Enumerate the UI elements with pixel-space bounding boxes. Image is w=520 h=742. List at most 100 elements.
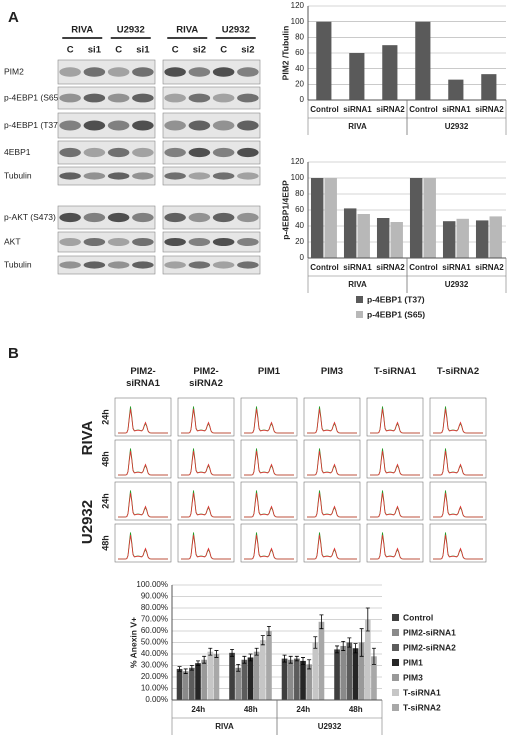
blot-band xyxy=(59,147,81,158)
error-bar xyxy=(196,660,201,666)
legend-label: p-4EBP1 (T37) xyxy=(367,294,425,304)
bar xyxy=(442,221,456,258)
histogram-frame xyxy=(303,439,361,479)
legend-swatch xyxy=(392,644,399,651)
error-bar xyxy=(371,647,376,665)
histogram-frame xyxy=(114,523,172,563)
time-label: 48h xyxy=(100,451,110,467)
y-tick-label: 50.00% xyxy=(141,638,168,647)
blot-band xyxy=(237,120,259,131)
histogram-trace xyxy=(244,534,294,560)
bar xyxy=(382,45,398,100)
panel-label: B xyxy=(8,345,19,362)
x-tick-label: siRNA2 xyxy=(475,263,504,272)
blot-band xyxy=(188,261,211,269)
legend-swatch xyxy=(392,614,399,621)
x-tick-label: Control xyxy=(310,263,338,272)
bar xyxy=(456,218,469,258)
error-bar xyxy=(341,640,346,651)
error-bar xyxy=(313,636,318,649)
blot-band xyxy=(107,120,130,131)
blot-strip xyxy=(162,86,261,110)
bar xyxy=(241,659,248,700)
blot-band xyxy=(237,212,259,223)
bar xyxy=(364,619,371,700)
error-bar xyxy=(214,650,219,658)
lane-label: C xyxy=(220,45,227,56)
histogram-frame xyxy=(240,481,298,521)
time-label: 24h xyxy=(100,493,110,509)
bar xyxy=(300,660,306,700)
time-label: 48h xyxy=(100,535,110,551)
error-bar xyxy=(230,649,235,657)
histogram-frame xyxy=(303,397,361,437)
blot-band xyxy=(107,261,130,269)
error-bar xyxy=(177,666,182,672)
error-bar xyxy=(248,653,253,662)
blot-band xyxy=(59,238,81,246)
lane-label: si2 xyxy=(241,45,254,56)
blot-band xyxy=(212,67,235,77)
blot-band xyxy=(107,67,130,77)
row-label: p-AKT (S473) xyxy=(4,212,56,222)
bar xyxy=(182,671,189,700)
row-label: AKT xyxy=(4,236,21,246)
y-tick-label: 60 xyxy=(295,48,304,57)
bar xyxy=(371,656,377,700)
x-tick-label: siRNA1 xyxy=(343,263,372,272)
histogram-frame xyxy=(240,523,298,563)
flow-column-header: PIM2-siRNA1 xyxy=(126,366,160,389)
bar xyxy=(195,663,201,700)
histogram-trace xyxy=(433,450,483,476)
bar xyxy=(475,220,489,258)
bar xyxy=(287,659,294,700)
histogram-trace xyxy=(118,534,168,560)
lane-label: si1 xyxy=(88,45,102,56)
x-tick-label: 24h xyxy=(296,705,310,714)
blot-band xyxy=(164,93,186,103)
bar xyxy=(310,178,324,258)
blot-band xyxy=(212,93,235,103)
blot-strip xyxy=(57,205,156,230)
histogram-frame xyxy=(366,439,424,479)
histogram-trace xyxy=(181,534,231,560)
flow-column-header: PIM3 xyxy=(320,366,344,377)
histogram-trace xyxy=(181,450,231,476)
x-tick-label: siRNA2 xyxy=(376,105,405,114)
blot-band xyxy=(237,238,259,246)
blot-band xyxy=(188,212,211,223)
error-bar xyxy=(307,659,312,670)
histogram-trace xyxy=(370,450,420,476)
x-tick-label: siRNA1 xyxy=(442,105,471,114)
blot-band xyxy=(212,212,235,223)
blot-strip xyxy=(162,166,261,186)
blot-band xyxy=(83,261,106,269)
y-axis-label: % Anexin V+ xyxy=(128,617,138,668)
y-tick-label: 100 xyxy=(291,17,305,26)
blot-band xyxy=(237,67,259,77)
bar xyxy=(324,178,337,258)
legend-swatch xyxy=(392,704,399,711)
y-axis-label: PIM2 /Tubulin xyxy=(280,26,290,81)
y-tick-label: 40 xyxy=(295,221,304,230)
x-tick-label: siRNA1 xyxy=(442,263,471,272)
group-label: RIVA xyxy=(215,722,234,731)
bar xyxy=(390,222,403,258)
blot-band xyxy=(212,120,235,131)
blot-band xyxy=(83,120,106,131)
blot-band xyxy=(188,93,211,103)
y-tick-label: 10.00% xyxy=(141,684,168,693)
histogram-frame xyxy=(303,523,361,563)
bar xyxy=(481,74,497,100)
blot-band xyxy=(83,212,106,223)
y-tick-label: 40 xyxy=(295,64,304,73)
blot-band xyxy=(188,67,211,77)
blot-band xyxy=(107,147,130,158)
histogram-trace xyxy=(370,408,420,434)
blot-band xyxy=(107,238,130,246)
blot-strip xyxy=(57,86,156,110)
bar xyxy=(415,21,431,101)
x-tick-label: 24h xyxy=(191,705,205,714)
lane-label: C xyxy=(67,45,74,56)
